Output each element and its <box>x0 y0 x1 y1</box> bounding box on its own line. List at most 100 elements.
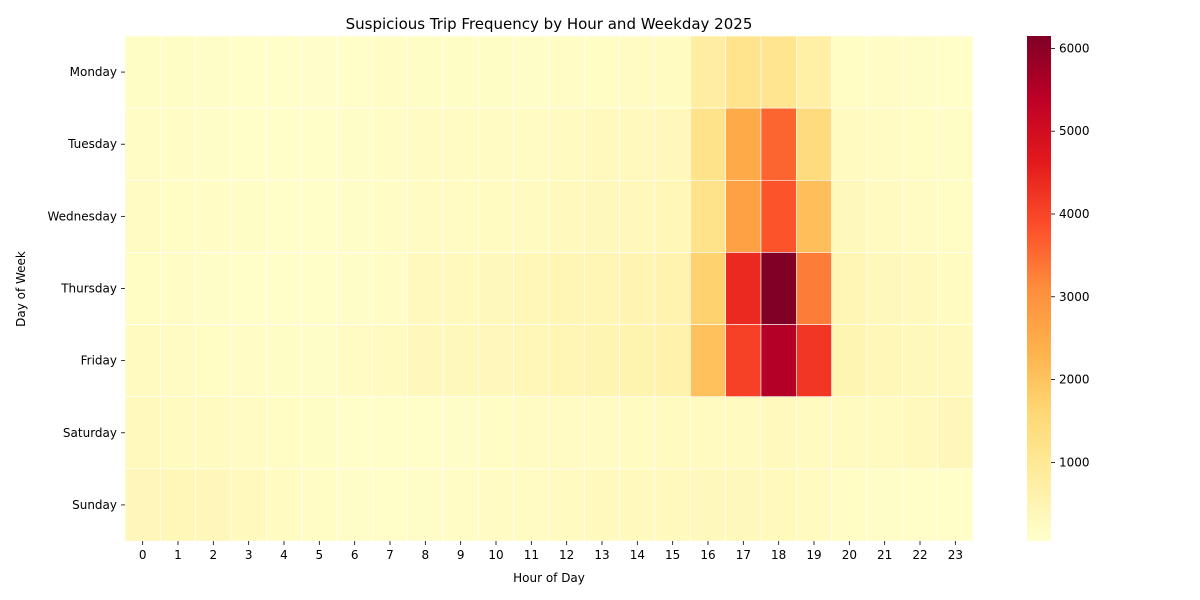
x-tick-label: 11 <box>524 548 539 562</box>
heatmap-cell <box>548 324 585 398</box>
heatmap-cell <box>442 252 479 325</box>
heatmap-cell <box>690 35 726 109</box>
heatmap-cell <box>902 35 938 109</box>
x-tick-label: 23 <box>948 548 963 562</box>
heatmap-cell <box>619 107 656 181</box>
heatmap-cell <box>619 179 656 253</box>
heatmap-cell <box>831 468 868 542</box>
heatmap-cell <box>584 468 620 542</box>
x-tick-label: 7 <box>386 548 394 562</box>
heatmap-cell <box>372 324 408 398</box>
heatmap-cell <box>760 35 797 109</box>
heatmap-cell <box>548 35 585 109</box>
heatmap-cell <box>796 179 832 253</box>
heatmap-cell <box>654 35 691 109</box>
heatmap-cell <box>796 107 832 181</box>
heatmap-cell <box>725 35 762 109</box>
colorbar-tick-label: 2000 <box>1059 373 1090 387</box>
y-tick-label: Sunday <box>72 498 117 512</box>
heatmap-cell <box>195 252 232 325</box>
heatmap-cell <box>301 324 338 398</box>
colorbar-tick-label: 6000 <box>1059 41 1090 55</box>
heatmap-cell <box>654 107 691 181</box>
heatmap-cell <box>831 179 868 253</box>
heatmap-cell <box>195 107 232 181</box>
heatmap-cell <box>796 35 832 109</box>
heatmap-cell <box>548 252 585 325</box>
heatmap-cells <box>124 35 974 542</box>
heatmap-cell <box>760 107 797 181</box>
heatmap-cell <box>866 468 903 542</box>
heatmap-cell <box>336 396 373 470</box>
heatmap-cell <box>937 35 974 109</box>
x-tick-label: 20 <box>842 548 857 562</box>
heatmap-cell <box>513 179 550 253</box>
heatmap-cell <box>760 179 797 253</box>
chart-title: Suspicious Trip Frequency by Hour and We… <box>346 15 753 33</box>
heatmap-cell <box>266 35 302 109</box>
heatmap-cell <box>266 396 302 470</box>
heatmap-cell <box>442 107 479 181</box>
heatmap-cell <box>760 396 797 470</box>
heatmap-cell <box>619 396 656 470</box>
x-tick-label: 0 <box>139 548 147 562</box>
heatmap-cell <box>902 324 938 398</box>
heatmap-cell <box>513 107 550 181</box>
heatmap-cell <box>124 252 161 325</box>
heatmap-cell <box>336 468 373 542</box>
heatmap-cell <box>301 179 338 253</box>
heatmap-cell <box>760 324 797 398</box>
heatmap-cell <box>619 252 656 325</box>
heatmap-cell <box>442 35 479 109</box>
heatmap-cell <box>195 468 232 542</box>
heatmap-cell <box>336 35 373 109</box>
y-axis-label: Day of Week <box>14 251 28 327</box>
heatmap-cell <box>796 252 832 325</box>
heatmap-cell <box>372 396 408 470</box>
heatmap-cell <box>690 396 726 470</box>
colorbar-tick-label: 1000 <box>1059 455 1090 469</box>
heatmap-cell <box>513 468 550 542</box>
heatmap-cell <box>407 468 444 542</box>
x-tick-label: 16 <box>700 548 715 562</box>
heatmap-cell <box>124 468 161 542</box>
y-tick-label: Wednesday <box>48 209 117 223</box>
heatmap-cell <box>796 396 832 470</box>
heatmap-cell <box>796 468 832 542</box>
x-tick-label: 15 <box>665 548 680 562</box>
heatmap-cell <box>654 179 691 253</box>
x-tick-label: 18 <box>771 548 786 562</box>
heatmap-cell <box>902 252 938 325</box>
heatmap-cell <box>336 324 373 398</box>
heatmap-cell <box>230 252 267 325</box>
heatmap-cell <box>513 252 550 325</box>
heatmap-cell <box>160 179 196 253</box>
heatmap-cell <box>407 107 444 181</box>
heatmap-cell <box>725 324 762 398</box>
heatmap-cell <box>160 107 196 181</box>
y-tick-label: Friday <box>81 354 117 368</box>
heatmap-cell <box>725 252 762 325</box>
heatmap-cell <box>619 35 656 109</box>
x-tick-label: 1 <box>174 548 182 562</box>
heatmap-cell <box>690 468 726 542</box>
heatmap-cell <box>619 324 656 398</box>
heatmap-cell <box>690 107 726 181</box>
heatmap-cell <box>124 107 161 181</box>
heatmap-cell <box>478 468 514 542</box>
heatmap-cell <box>266 324 302 398</box>
heatmap-cell <box>513 35 550 109</box>
heatmap-cell <box>513 396 550 470</box>
heatmap-cell <box>548 468 585 542</box>
x-tick-label: 19 <box>806 548 821 562</box>
heatmap-cell <box>230 396 267 470</box>
heatmap-cell <box>230 107 267 181</box>
heatmap-cell <box>584 396 620 470</box>
heatmap-cell <box>160 396 196 470</box>
heatmap-cell <box>442 324 479 398</box>
heatmap-cell <box>831 252 868 325</box>
x-tick-label: 5 <box>316 548 324 562</box>
heatmap-cell <box>301 468 338 542</box>
heatmap-cell <box>937 324 974 398</box>
